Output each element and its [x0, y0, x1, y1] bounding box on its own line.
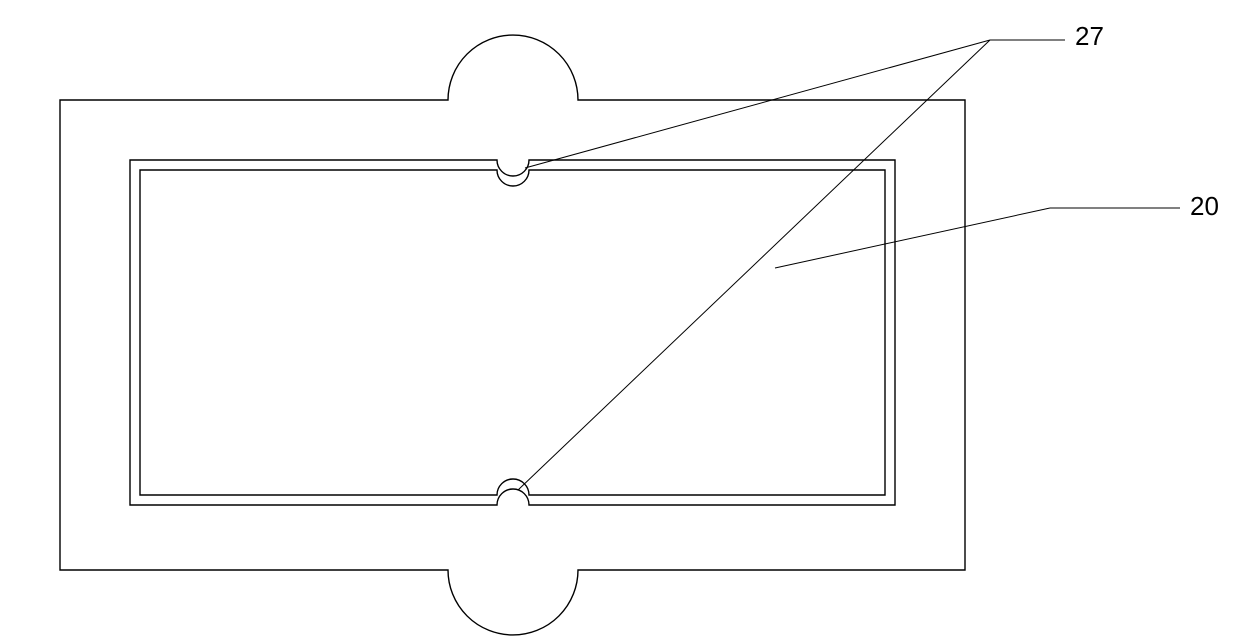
leader-27-to-top-bump — [525, 40, 990, 168]
inner-frame-inner — [140, 170, 885, 495]
inner-frame-outer — [130, 160, 895, 505]
label-27: 27 — [1075, 21, 1104, 51]
leader-27-to-bottom-bump — [518, 40, 990, 490]
outer-frame — [60, 35, 965, 635]
diagram-svg: 27 20 — [0, 0, 1240, 636]
leader-20-to-panel — [775, 208, 1050, 268]
label-20: 20 — [1190, 191, 1219, 221]
